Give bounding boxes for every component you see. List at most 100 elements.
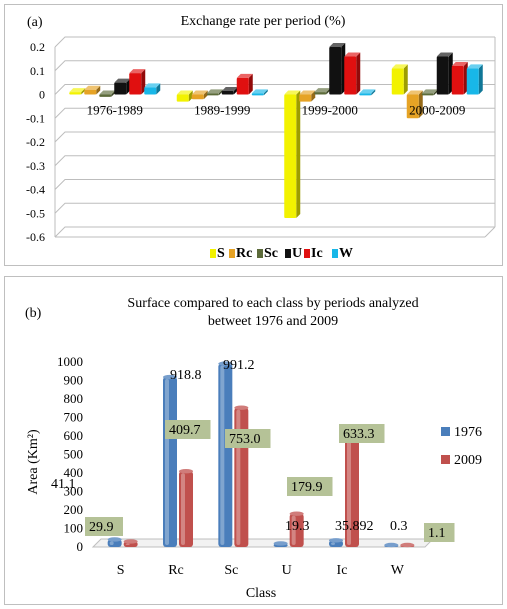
bar-W-2000-2009 [466, 64, 483, 95]
data-label-2009: 29.9 [89, 520, 114, 535]
bar-top [69, 88, 86, 93]
y-tick-label: 0.1 [30, 64, 45, 78]
y-tick-label: -0.1 [26, 111, 45, 125]
gridline [54, 131, 495, 143]
bar-side [141, 69, 146, 95]
legend-label-2009: 2009 [454, 453, 482, 468]
chart-a-svg: 0.2 0.1 0 -0.1 -0.2 -0.3 -0.4 -0.5 -0.6 1976-1989… [26, 14, 496, 261]
data-label-bg-2009 [85, 517, 123, 536]
bar-highlight [220, 365, 225, 545]
bar-1976-S [107, 537, 122, 547]
legend-swatch-Sc [257, 249, 263, 258]
y-tick-label: 400 [64, 465, 84, 480]
bar-1976-U [273, 541, 288, 547]
bar-top [436, 52, 453, 57]
bar-top [236, 73, 253, 78]
bar-side [371, 89, 376, 96]
bar-side [156, 83, 161, 95]
legend-label-S: S [217, 246, 225, 261]
bar-top [314, 88, 331, 93]
bar-highlight [109, 541, 114, 545]
x-tick-label: W [391, 563, 405, 578]
bar-Ic-1989-1999 [236, 73, 253, 95]
bar-side [248, 73, 253, 95]
gridline [54, 226, 495, 238]
bar-front [451, 66, 464, 95]
legend-label-U: U [292, 246, 302, 261]
legend-swatch-2009 [441, 455, 450, 464]
bar-S-2000-2009 [391, 64, 408, 95]
gridline [54, 202, 495, 214]
y-tick-label: -0.2 [26, 135, 45, 149]
bar-highlight [165, 379, 169, 545]
bar-top [466, 64, 483, 69]
bar-cap [273, 541, 288, 546]
bar-cap [218, 361, 233, 366]
bar-highlight [347, 431, 351, 545]
bar-highlight [125, 543, 130, 545]
bar-top [406, 90, 423, 95]
bar-front [344, 56, 357, 95]
x-tick-label: Rc [168, 563, 184, 578]
y-tick-label: -0.6 [26, 230, 45, 244]
bar-front [114, 82, 127, 95]
bar-1976-Rc [163, 374, 177, 547]
bar-highlight [331, 542, 335, 545]
x-tick-label: 2000-2009 [409, 103, 465, 118]
chart-a-panel: 0.2 0.1 0 -0.1 -0.2 -0.3 -0.4 -0.5 -0.6 1976-1989… [4, 4, 503, 266]
bar-2009-S [123, 539, 138, 547]
data-label-bg-2009 [165, 420, 211, 439]
bar-highlight [181, 473, 185, 545]
x-tick-label: Sc [224, 563, 238, 578]
panel-label: (b) [25, 306, 42, 321]
bar-side [296, 90, 301, 218]
y-tick-label: 200 [64, 502, 84, 517]
bar-top [114, 78, 131, 83]
bar-top [421, 89, 438, 94]
y-tick-label: 1000 [57, 354, 83, 369]
bar-front [206, 93, 219, 96]
bar-front [329, 47, 342, 95]
bar-top [129, 69, 146, 74]
legend-swatch-W [332, 249, 338, 258]
bar-top [84, 85, 101, 90]
gridline [54, 60, 495, 72]
bar-front [129, 73, 142, 95]
data-label-2009: 1.1 [428, 526, 446, 541]
bar-top [391, 64, 408, 69]
legend-swatch-Rc [229, 249, 235, 258]
bar-front [284, 94, 297, 218]
chart-title: Surface compared to each class by period… [127, 296, 418, 311]
bar-top [344, 52, 361, 57]
x-tick-label: 1976-1989 [87, 103, 143, 118]
data-label-2009: 753.0 [229, 432, 261, 447]
gridline [54, 36, 495, 48]
y-tick-label: 100 [64, 521, 84, 536]
bar-front [144, 87, 157, 95]
legend-label-Rc: Rc [236, 246, 252, 261]
bar-cap [289, 511, 304, 516]
x-tick-label: S [117, 563, 125, 578]
bar-front [236, 77, 249, 95]
bar-top [299, 90, 316, 95]
legend-swatch-S [210, 249, 216, 258]
legend-label-W: W [339, 246, 353, 261]
data-label-1976: 918.8 [170, 368, 202, 383]
bar-front [359, 93, 372, 96]
bar-highlight [291, 515, 296, 545]
legend-swatch-U [285, 249, 291, 258]
floor-side-line [484, 226, 496, 238]
bar-top [251, 89, 268, 94]
bar-S-1989-1999 [176, 90, 193, 102]
gridline [54, 179, 495, 190]
y-tick-label: 900 [64, 373, 84, 388]
bar-side [263, 89, 268, 96]
bar-1976-Sc [218, 361, 233, 547]
bar-side [356, 52, 361, 95]
bar-front [191, 94, 204, 100]
y-tick-label: 0.2 [30, 40, 45, 54]
bar-top [221, 86, 238, 91]
bar-U-1999-2000 [329, 43, 346, 95]
y-tick-label: -0.4 [26, 183, 45, 197]
bar-front [176, 94, 189, 102]
